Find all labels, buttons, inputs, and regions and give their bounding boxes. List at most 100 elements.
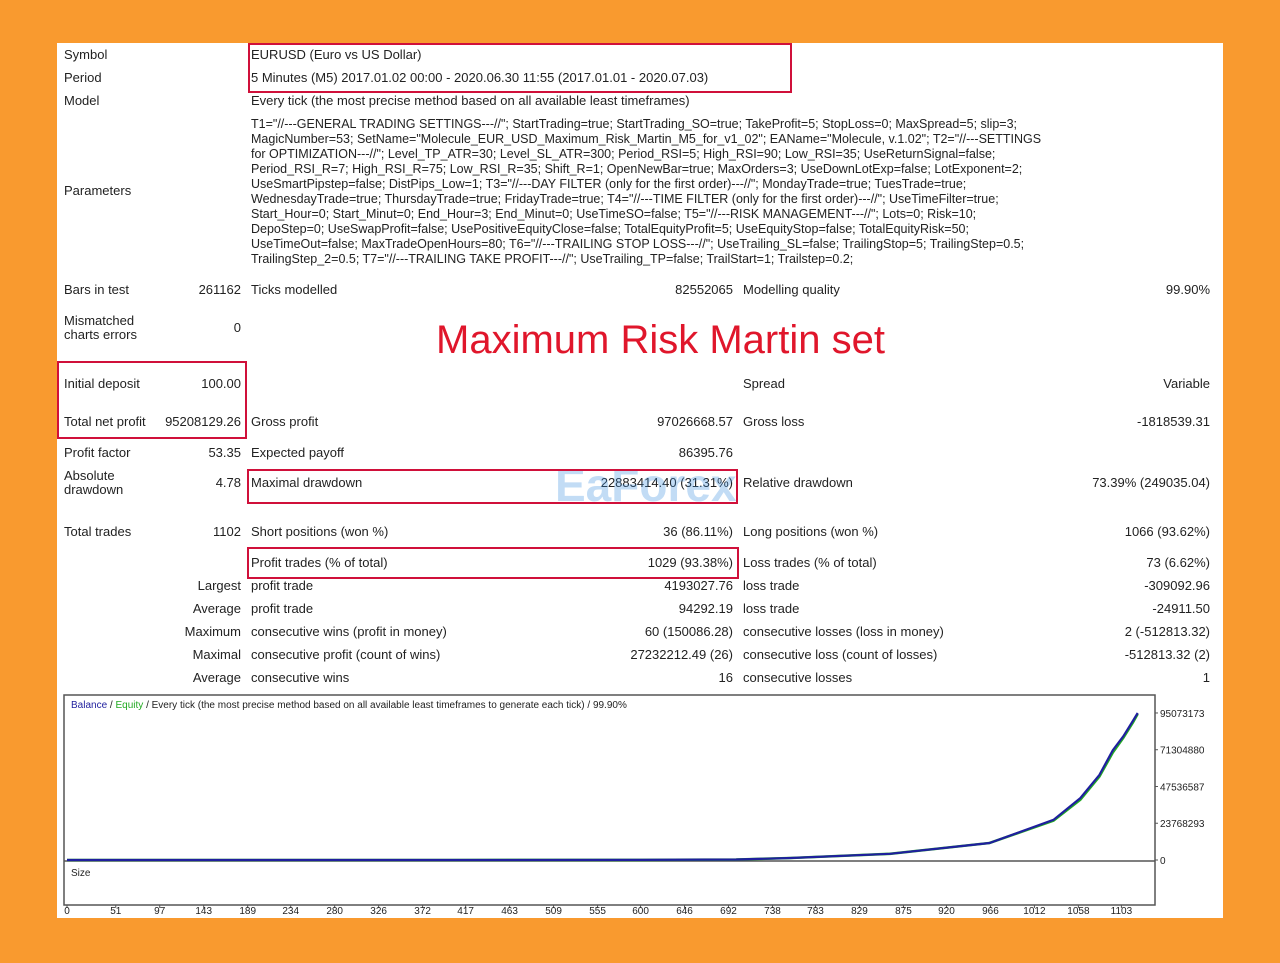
stat-label: Spread (743, 376, 785, 391)
stat-label: Largest (197, 578, 241, 593)
stat-label: Bars in test (64, 282, 130, 297)
x-tick-label: 372 (414, 906, 431, 917)
chart-subtitle: / Every tick (the most precise method ba… (146, 700, 627, 711)
stat-label: Ticks modelled (251, 282, 338, 297)
stat-label: Average (192, 601, 241, 616)
x-tick-label: 189 (239, 906, 256, 917)
stat-label: Absolute drawdown (64, 468, 124, 497)
parameter-line: for OPTIMIZATION---//"; Level_TP_ATR=30;… (251, 147, 996, 161)
stat-label: loss trade (743, 601, 800, 616)
stat-label: Short positions (won %) (251, 524, 389, 539)
x-tick-label: 51 (110, 906, 122, 917)
x-tick-label: 326 (370, 906, 387, 917)
x-tick-label: 0 (64, 906, 70, 917)
field-label: Symbol (64, 47, 108, 62)
stat-label: consecutive losses (743, 670, 853, 685)
x-tick-label: 417 (457, 906, 474, 917)
stat-label: loss trade (743, 578, 800, 593)
stat-value: 60 (150086.28) (644, 624, 733, 639)
x-tick-label: 600 (632, 906, 649, 917)
x-tick-label: 143 (195, 906, 212, 917)
stat-label: profit trade (251, 578, 314, 593)
parameter-line: UseSmartPipstep=false; DistPips_Low=1; T… (251, 177, 967, 191)
y-tick-label: 47536587 (1160, 782, 1205, 793)
stat-value: 0 (233, 320, 241, 335)
stat-label: consecutive profit (count of wins) (251, 647, 441, 662)
stat-label: consecutive wins (251, 670, 350, 685)
parameter-line: Start_Hour=0; Start_Minut=0; End_Hour=3;… (251, 207, 977, 221)
stat-value: 2 (-512813.32) (1124, 624, 1210, 639)
stat-value: 1102 (213, 524, 241, 539)
stat-label: Initial deposit (64, 376, 140, 391)
legend-separator: / (110, 700, 113, 711)
field-value: EURUSD (Euro vs US Dollar) (251, 47, 422, 62)
stat-value: 22883414.40 (31.31%) (600, 475, 733, 490)
y-tick-label: 0 (1160, 856, 1166, 867)
stat-value: -1818539.31 (1136, 414, 1210, 429)
stat-label: Gross profit (251, 414, 319, 429)
legend-entry: Equity (115, 700, 143, 711)
stat-label: consecutive loss (count of losses) (743, 647, 938, 662)
series-line (67, 712, 1139, 862)
stat-label: consecutive wins (profit in money) (251, 624, 447, 639)
stat-label: Profit factor (64, 445, 131, 460)
parameter-line: DepoStep=0; UseSwapProfit=false; UsePosi… (251, 222, 969, 236)
field-label: Model (64, 93, 100, 108)
parameter-line: TrailingStep_2=0.5; T7="//---TRAILING TA… (251, 252, 854, 266)
parameter-line: T1="//---GENERAL TRADING SETTINGS---//";… (251, 117, 1018, 131)
x-tick-label: 920 (938, 906, 955, 917)
chart-frame (63, 694, 1156, 906)
stat-value: 1066 (93.62%) (1124, 524, 1210, 539)
stat-value: 82552065 (675, 282, 733, 297)
highlight-box (247, 469, 738, 504)
x-tick-label: 280 (326, 906, 343, 917)
legend: Balance / Equity / Every tick (the most … (71, 700, 627, 711)
stat-label: Long positions (won %) (743, 524, 879, 539)
stat-label: Maximal drawdown (251, 475, 363, 490)
stat-label: Total trades (64, 524, 132, 539)
field-label: Parameters (64, 183, 132, 198)
x-tick-label: 555 (589, 906, 606, 917)
parameter-line: WednesdayTrade=true; ThursdayTrade=true;… (251, 192, 999, 206)
stat-value: 27232212.49 (26) (630, 647, 733, 662)
x-tick-label: 829 (851, 906, 868, 917)
stat-label: Maximal (192, 647, 241, 662)
x-tick-label: 783 (807, 906, 824, 917)
x-tick-label: 966 (982, 906, 999, 917)
x-tick-label: 509 (545, 906, 562, 917)
size-label: Size (71, 868, 91, 879)
highlight-box (248, 43, 792, 93)
y-tick-label: 71304880 (1160, 746, 1205, 757)
stat-value: 4193027.76 (664, 578, 733, 593)
parameter-line: UseTimeOut=false; MaxTradeOpenHours=80; … (251, 237, 1025, 251)
x-tick-label: 97 (154, 906, 166, 917)
x-tick-label: 646 (676, 906, 693, 917)
stat-label: Modelling quality (743, 282, 840, 297)
stat-value: -24911.50 (1152, 601, 1210, 616)
x-tick-label: 692 (720, 906, 737, 917)
stat-value: Variable (1163, 376, 1210, 391)
stat-label: profit trade (251, 601, 314, 616)
stat-value: 1 (1202, 670, 1210, 685)
x-tick-label: 1012 (1023, 906, 1046, 917)
x-tick-label: 1058 (1067, 906, 1090, 917)
stat-value: 53.35 (208, 445, 241, 460)
stat-label: Maximum (184, 624, 241, 639)
stat-value: -512813.32 (2) (1124, 647, 1210, 662)
stat-value: 4.78 (215, 475, 241, 490)
stat-value: 94292.19 (678, 601, 733, 616)
stat-value: 86395.76 (678, 445, 733, 460)
stat-label: Total net profit (64, 414, 146, 429)
stat-value: 1029 (93.38%) (647, 555, 733, 570)
field-value: Every tick (the most precise method base… (251, 93, 690, 108)
x-tick-label: 463 (501, 906, 518, 917)
stat-value: 261162 (198, 282, 241, 297)
highlight-box (57, 361, 247, 439)
parameter-line: Period_RSI_R=7; High_RSI_R=75; Low_RSI_R… (251, 162, 1023, 176)
stat-value: 95208129.26 (165, 414, 241, 429)
x-tick-label: 738 (764, 906, 781, 917)
highlight-box (247, 547, 739, 579)
stat-value: 100.00 (201, 376, 241, 391)
